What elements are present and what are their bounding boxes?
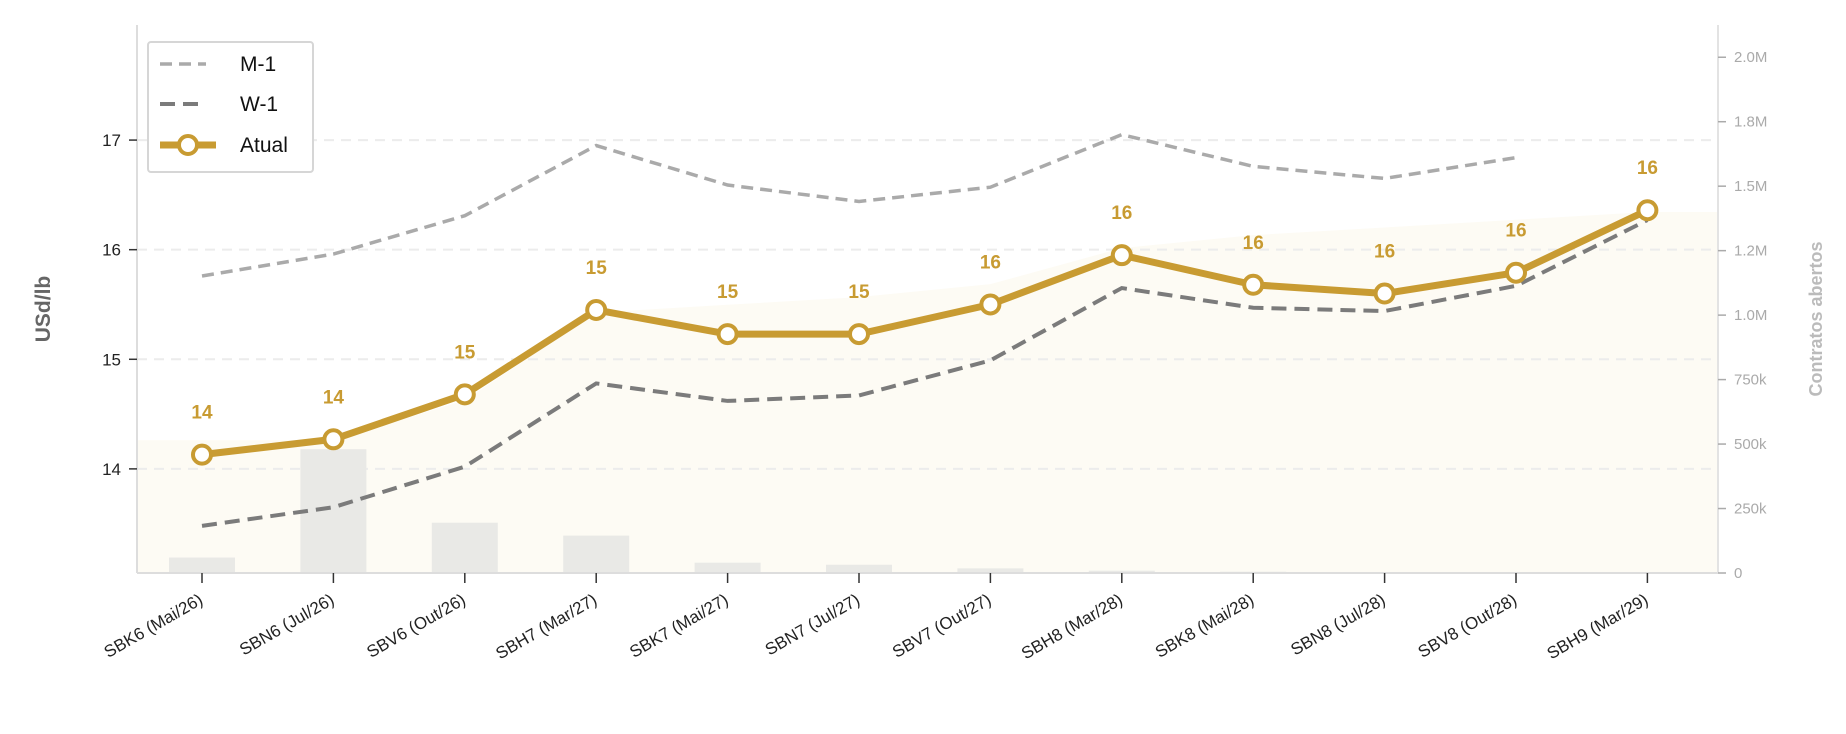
data-labels-layer: 14 14 15 15 15 15 16 16 16 16 16 16 (191, 158, 1658, 423)
series-point-atual (1110, 244, 1133, 267)
y-right-tick-label: 1.0M (1734, 307, 1767, 324)
x-tick-label: SBH7 (Mar/27) (493, 590, 601, 663)
open-interest-bars-layer (169, 449, 1681, 573)
series-point-atual (1636, 199, 1659, 222)
y-right-tick-label: 500k (1734, 436, 1767, 453)
series-line-m1 (201, 132, 1517, 278)
series-lines-layer (191, 132, 1659, 528)
series-line-atual (198, 206, 1651, 459)
y-right-tick-label: 250k (1734, 501, 1767, 518)
data-label: 15 (848, 282, 870, 303)
x-tick-label: SBN7 (Jul/27) (762, 590, 863, 659)
y-right-tick-label: 1.5M (1734, 178, 1767, 195)
y-tick-label: 17 (102, 131, 121, 150)
x-tick-label: SBK7 (Mai/27) (626, 590, 731, 662)
grid-layer (137, 139, 1718, 470)
x-tick-label: SBV7 (Out/27) (889, 590, 994, 662)
x-tick-label: SBK6 (Mai/26) (101, 590, 206, 662)
open-interest-bar (169, 557, 235, 573)
y-tick-label: 14 (102, 460, 121, 479)
legend-label: W-1 (240, 93, 278, 116)
data-label: 16 (980, 252, 1001, 273)
data-label: 15 (454, 342, 476, 363)
legend: M-1 W-1 Atual (147, 41, 314, 173)
y-right-tick-label: 0 (1734, 565, 1742, 582)
x-tick-label: SBK8 (Mai/28) (1152, 590, 1257, 662)
open-interest-bar (300, 449, 367, 573)
legend-label: M-1 (240, 53, 276, 76)
series-point-atual (1373, 282, 1396, 305)
legend-marker-atual (177, 134, 199, 156)
series-point-atual (979, 293, 1002, 316)
open-interest-area-layer (137, 211, 1718, 573)
y-tick-label: 16 (102, 241, 121, 260)
series-point-atual (585, 298, 608, 321)
open-interest-bar (826, 564, 892, 573)
data-label: 16 (1374, 242, 1395, 263)
series-point-atual (716, 323, 739, 346)
data-label: 16 (1111, 203, 1132, 224)
y-right-tick-label: 1.2M (1734, 243, 1767, 260)
x-tick-label: SBN6 (Jul/26) (236, 590, 337, 659)
series-point-atual (322, 428, 345, 451)
y-right-tick-label: 2.0M (1734, 49, 1767, 66)
x-tick-label: SBH8 (Mar/28) (1018, 590, 1126, 663)
open-interest-bar (1088, 570, 1155, 573)
x-tick-label: SBV8 (Out/28) (1415, 590, 1520, 662)
x-tick-label: SBH9 (Mar/29) (1544, 590, 1652, 663)
y-tick-label: 15 (102, 350, 121, 369)
open-interest-bar (694, 562, 761, 573)
open-interest-area (137, 211, 1718, 573)
y-right-tick-label: 1.8M (1734, 114, 1767, 131)
open-interest-bar (957, 568, 1024, 573)
y-axis-title: USd/lb (32, 276, 55, 343)
data-label: 16 (1505, 221, 1526, 242)
data-label: 16 (1637, 158, 1658, 179)
legend-box (147, 41, 314, 173)
series-point-atual (1242, 273, 1265, 296)
series-point-atual (848, 323, 870, 346)
open-interest-bar (431, 522, 498, 573)
y-right-tick-label: 750k (1734, 372, 1767, 389)
legend-label: Atual (240, 134, 288, 157)
series-point-atual (191, 443, 213, 466)
data-label: 15 (586, 258, 608, 279)
open-interest-bar (563, 535, 630, 573)
series-point-atual (453, 383, 476, 406)
data-label: 16 (1243, 233, 1264, 254)
data-label: 14 (323, 387, 345, 408)
series-point-atual (1505, 261, 1527, 284)
x-tick-label: SBV6 (Out/26) (364, 590, 469, 662)
data-label: 15 (717, 282, 739, 303)
x-tick-label: SBN8 (Jul/28) (1287, 590, 1388, 659)
y-right-axis-title: Contratos abertos (1806, 241, 1826, 396)
data-label: 14 (191, 403, 213, 424)
